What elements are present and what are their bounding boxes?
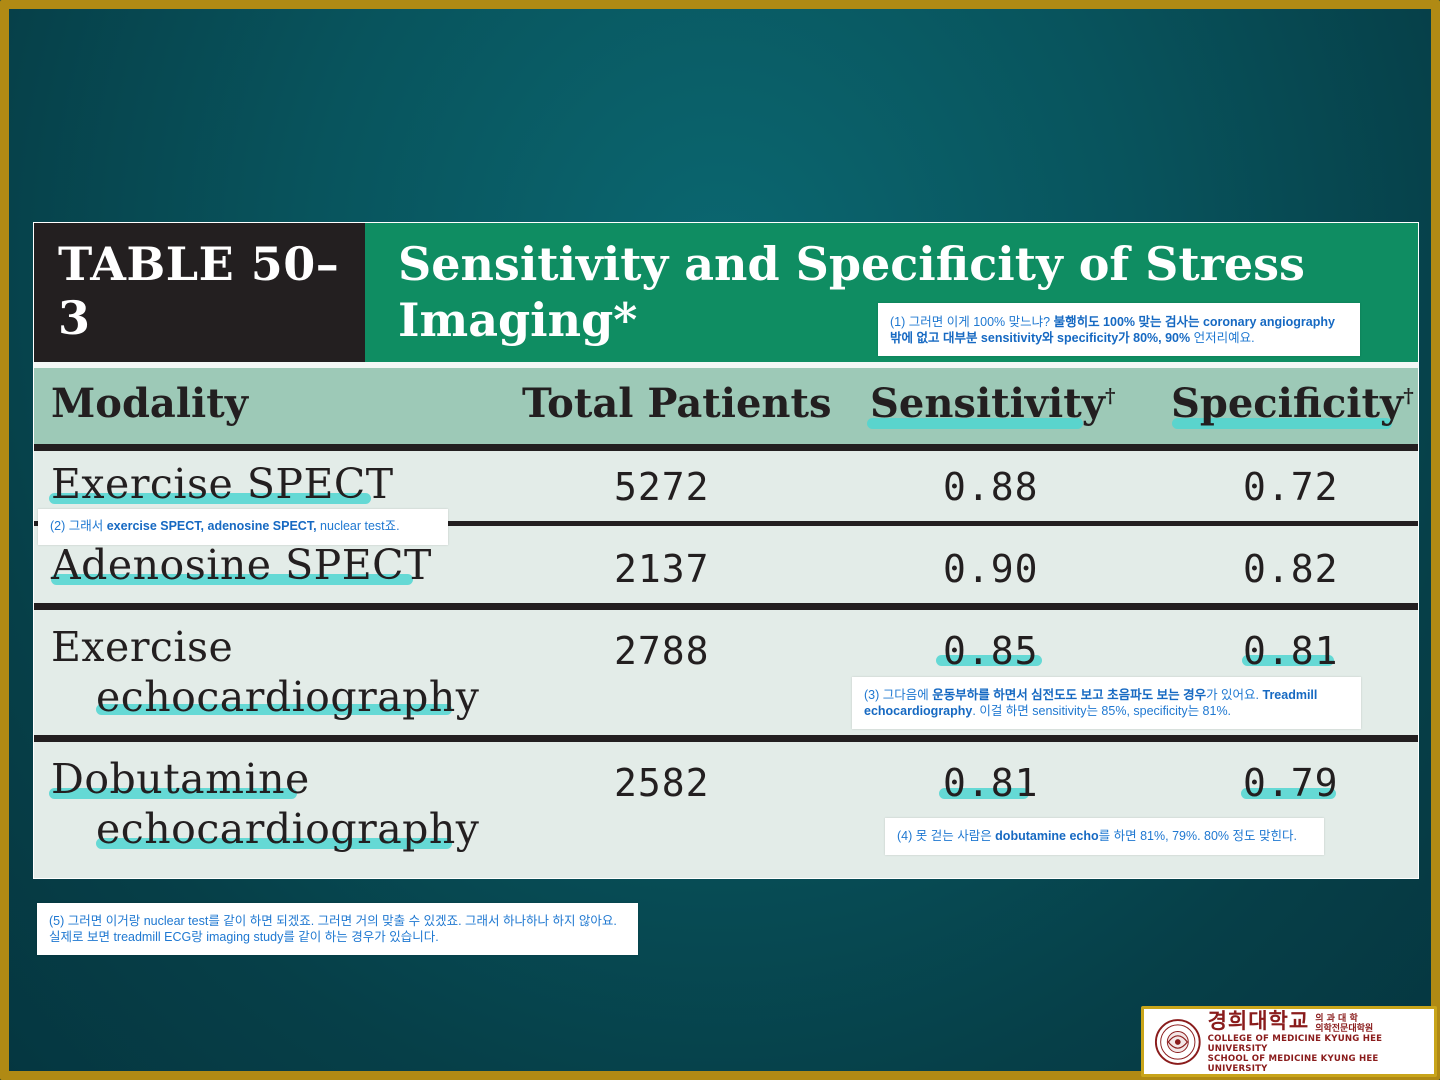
highlight-row-4-specificity <box>1241 788 1336 799</box>
header-specificity-label: Specificity <box>1171 380 1404 427</box>
row-1-modality: Exercise SPECT <box>51 460 394 508</box>
row-2-specificity: 0.82 <box>1243 547 1339 591</box>
highlight-row-3-sensitivity <box>936 655 1042 666</box>
row-4-total: 2582 <box>614 761 710 805</box>
note-2-text: (2) 그래서 <box>50 519 107 533</box>
highlight-row-3-specificity <box>1242 655 1334 666</box>
table-number: TABLE 50–3 <box>34 223 365 362</box>
row-4-sensitivity: 0.81 <box>943 761 1039 805</box>
note-3-emphasis: echocardiography <box>864 704 973 718</box>
annotation-note-3: (3) 그다음에 운동부하를 하면서 심전도도 보고 초음파도 보는 경우가 있… <box>852 677 1361 729</box>
note-3-text: . 이걸 하면 sensitivity는 85%, specificity는 8… <box>972 704 1232 718</box>
table-header-row: Modality Total Patients Sensitivity† Spe… <box>34 368 1418 444</box>
logo-korean-sub: 의 과 대 학 의학전문대학원 <box>1315 1014 1373 1034</box>
row-3-sensitivity: 0.85 <box>943 629 1039 673</box>
highlight-row-4-sensitivity <box>939 788 1029 799</box>
note-1-emphasis: 밖에 없고 대부분 sensitivity와 specificity가 80%,… <box>890 331 1191 345</box>
header-sensitivity: Sensitivity† <box>870 380 1115 427</box>
note-3-text: (3) 그다음에 <box>864 688 933 702</box>
row-4-modality-line1: Dobutamine <box>51 755 310 803</box>
highlight-adenosine-spect <box>51 574 413 585</box>
row-2-sensitivity: 0.90 <box>943 547 1039 591</box>
row-4-specificity: 0.79 <box>1243 761 1339 805</box>
row-3-total: 2788 <box>614 629 710 673</box>
highlight-dobutamine <box>49 788 297 799</box>
university-logo: 경희대학교 의 과 대 학 의학전문대학원 COLLEGE OF MEDICINE … <box>1141 1006 1437 1077</box>
note-4-emphasis: dobutamine echo <box>995 829 1099 843</box>
row-2-modality: Adenosine SPECT <box>51 541 432 589</box>
note-1-line1: (1) 그러면 이게 100% 맞느냐? 불행히도 100% 맞는 검사는 co… <box>890 314 1348 330</box>
logo-korean-sub-2: 의학전문대학원 <box>1315 1023 1374 1034</box>
logo-korean-row: 경희대학교 의 과 대 학 의학전문대학원 <box>1208 1009 1434 1034</box>
header-sensitivity-label: Sensitivity <box>870 380 1105 427</box>
header-total-patients: Total Patients <box>522 380 832 427</box>
row-rule <box>34 603 1418 610</box>
row-rule <box>34 521 1418 526</box>
note-2-emphasis: exercise SPECT, adenosine SPECT, <box>106 519 317 533</box>
row-2-total: 2137 <box>614 547 710 591</box>
note-3-emphasis: 운동부하를 하면서 심전도도 보고 초음파도 보는 경우 <box>932 688 1207 702</box>
note-3-emphasis: Treadmill <box>1262 688 1318 702</box>
row-rule <box>34 735 1418 742</box>
note-3-text: 가 있어요. <box>1206 688 1263 702</box>
logo-text: 경희대학교 의 과 대 학 의학전문대학원 COLLEGE OF MEDICINE … <box>1208 1009 1434 1074</box>
annotation-note-4: (4) 못 걷는 사람은 dobutamine echo를 하면 81%, 79… <box>885 818 1324 855</box>
row-1-specificity: 0.72 <box>1243 465 1339 509</box>
note-4-text: 를 하면 81%, 79%. 80% 정도 맞힌다. <box>1098 829 1297 843</box>
table-title-line2: Imaging* <box>398 293 638 347</box>
logo-korean-sub-1: 의 과 대 학 <box>1315 1013 1358 1024</box>
header-rule <box>34 444 1418 451</box>
note-1-text: 언저리예요. <box>1190 331 1255 345</box>
highlight-exercise-echo <box>96 704 452 715</box>
annotation-note-2: (2) 그래서 exercise SPECT, adenosine SPECT,… <box>38 509 448 545</box>
annotation-note-5: (5) 그러면 이거랑 nuclear test를 같이 하면 되겠죠. 그러면… <box>37 903 638 955</box>
row-3-specificity: 0.81 <box>1243 629 1339 673</box>
row-3-modality-line2: echocardiography <box>96 673 480 721</box>
note-2-text: nuclear test죠. <box>316 519 400 533</box>
university-seal-icon <box>1154 1018 1201 1065</box>
header-specificity: Specificity† <box>1171 380 1414 427</box>
header-modality: Modality <box>51 380 248 427</box>
row-1-sensitivity: 0.88 <box>943 465 1039 509</box>
note-1-text: (1) 그러면 이게 100% 맞느냐? <box>890 315 1054 329</box>
note-1-emphasis: 불행히도 100% 맞는 검사는 coronary angiography <box>1053 315 1335 329</box>
note-5-line1: (5) 그러면 이거랑 nuclear test를 같이 하면 되겠죠. 그러면… <box>49 914 617 928</box>
row-4-modality-line2: echocardiography <box>96 805 480 853</box>
row-3-modality-line1: Exercise <box>51 623 234 671</box>
dagger-mark: † <box>1104 383 1116 408</box>
row-1-total: 5272 <box>614 465 710 509</box>
note-1-line2: 밖에 없고 대부분 sensitivity와 specificity가 80%,… <box>890 330 1348 346</box>
note-3-line2: echocardiography. 이걸 하면 sensitivity는 85%… <box>864 703 1349 719</box>
note-3-line1: (3) 그다음에 운동부하를 하면서 심전도도 보고 초음파도 보는 경우가 있… <box>864 687 1349 703</box>
highlight-sensitivity-header <box>867 418 1083 429</box>
title-divider <box>34 362 1418 368</box>
table-title-line1: Sensitivity and Specificity of Stress <box>398 237 1305 291</box>
highlight-exercise-spect <box>49 493 371 504</box>
note-4-text: (4) 못 걷는 사람은 <box>897 829 996 843</box>
highlight-specificity-header <box>1172 418 1392 429</box>
logo-english-2: SCHOOL OF MEDICINE KYUNG HEE UNIVERSITY <box>1207 1053 1379 1074</box>
annotation-note-1: (1) 그러면 이게 100% 맞느냐? 불행히도 100% 맞는 검사는 co… <box>878 303 1360 356</box>
logo-english-1: COLLEGE OF MEDICINE KYUNG HEE UNIVERSITY <box>1207 1033 1383 1054</box>
logo-korean-name: 경희대학교 <box>1207 1009 1310 1034</box>
note-5-line2: 실제로 보면 treadmill ECG랑 imaging study를 같이 … <box>49 930 439 944</box>
dagger-mark: † <box>1403 383 1414 408</box>
highlight-dobutamine-echo <box>96 838 452 849</box>
